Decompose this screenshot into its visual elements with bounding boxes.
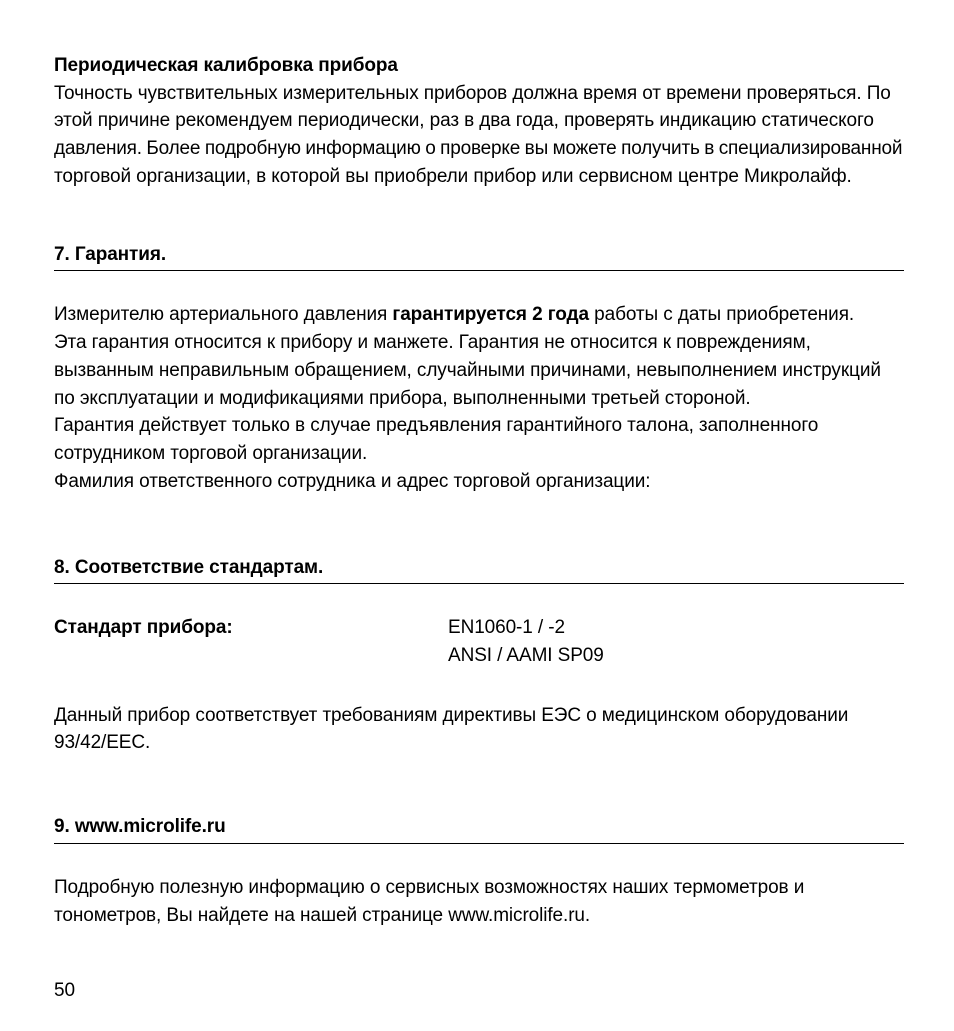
text-line: Фамилия ответственного сотрудника и адре… [54,468,904,496]
warranty-term-bold: гарантируется 2 года [392,304,589,325]
warranty-body: Измерителю артериального давления гарант… [54,301,904,495]
text-line: Измерителю артериального давления гарант… [54,301,904,329]
standards-row: Стандарт прибора: EN1060-1 / -2 ANSI / A… [54,614,904,669]
standard-value: ANSI / AAMI SP09 [448,642,604,670]
text-line: Гарантия действует только в случае предъ… [54,412,904,440]
text: работы с даты приобретения. [589,304,854,325]
text-line: по эксплуатации и модификациями прибора,… [54,385,904,413]
text-line: давления. Более подробную информацию о п… [54,138,902,159]
page-number: 50 [54,977,904,1005]
text-line: Данный прибор соответствует требованиям … [54,705,848,726]
calibration-section: Периодическая калибровка прибора Точност… [54,52,904,191]
standards-label: Стандарт прибора: [54,614,448,669]
standard-value: EN1060-1 / -2 [448,614,604,642]
text-line: Эта гарантия относится к прибору и манже… [54,329,904,357]
standards-values: EN1060-1 / -2 ANSI / AAMI SP09 [448,614,604,669]
section-8-heading: 8. Соответствие стандартам. [54,554,904,585]
section-9-heading: 9. www.microlife.ru [54,813,904,844]
text-line: Точность чувствительных измерительных пр… [54,83,891,104]
text-line: тонометров, Вы найдете на нашей странице… [54,905,590,926]
text: Измерителю артериального давления [54,304,392,325]
document-page: Периодическая калибровка прибора Точност… [0,0,954,1031]
compliance-text: Данный прибор соответствует требованиям … [54,702,904,757]
calibration-heading: Периодическая калибровка прибора [54,52,904,80]
calibration-body: Точность чувствительных измерительных пр… [54,80,904,191]
text-line: сотрудником торговой организации. [54,440,904,468]
text-line: 93/42/EEC. [54,732,150,753]
text-line: торговой организации, в которой вы приоб… [54,166,852,187]
text-line: этой причине рекомендуем периодически, р… [54,110,874,131]
section-9-body: Подробную полезную информацию о сервисны… [54,874,904,929]
text-line: вызванным неправильным обращением, случа… [54,357,904,385]
section-7-heading: 7. Гарантия. [54,241,904,272]
text-line: Подробную полезную информацию о сервисны… [54,877,804,898]
